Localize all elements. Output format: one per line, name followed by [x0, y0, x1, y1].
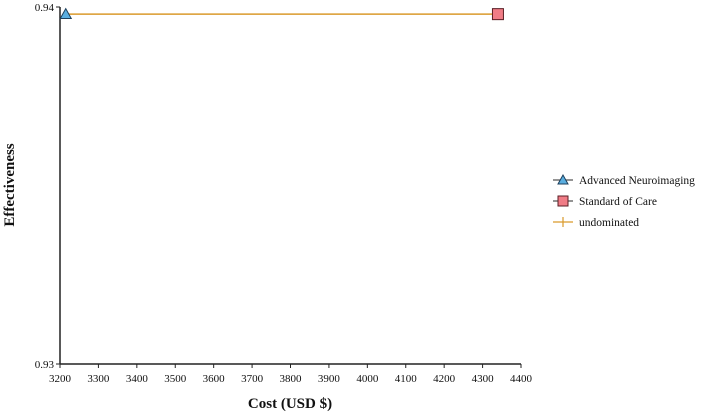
x-tick-label: 3700	[241, 373, 264, 385]
y-ticks: 0.93 0.94	[35, 2, 60, 371]
advanced-neuroimaging-point	[59, 7, 73, 20]
x-tick-label: 3400	[126, 373, 149, 385]
x-axis-title: Cost (USD $)	[248, 396, 332, 412]
x-ticks: 3200 3300 3400 3500 3600 3700 3800 3900 4000 4100…	[49, 364, 533, 385]
x-tick-label: 3800	[280, 373, 303, 385]
x-tick-label: 4300	[472, 373, 495, 385]
legend-label: Advanced Neuroimaging	[579, 175, 695, 187]
legend-marker-square	[557, 195, 569, 207]
legend-label: Standard of Care	[579, 196, 657, 208]
standard-of-care-point	[491, 8, 504, 21]
x-tick-label: 4400	[510, 373, 533, 385]
x-tick-label: 4200	[433, 373, 456, 385]
legend-label: undominated	[579, 217, 639, 229]
x-tick-label: 3600	[203, 373, 226, 385]
x-tick-label: 3200	[49, 373, 72, 385]
legend-marker-triangle	[557, 173, 569, 185]
x-tick-label: 3500	[164, 373, 187, 385]
y-tick-label: 0.94	[35, 2, 55, 14]
x-tick-label: 4000	[356, 373, 379, 385]
y-tick-label: 0.93	[35, 359, 55, 371]
axes	[59, 7, 521, 365]
x-tick-label: 4100	[395, 373, 418, 385]
legend: Advanced Neuroimaging Standard of Care und…	[553, 173, 695, 229]
x-tick-label: 3900	[318, 373, 341, 385]
x-tick-label: 3300	[87, 373, 110, 385]
plot-area	[59, 7, 504, 21]
y-axis-title: Effectiveness	[2, 143, 18, 226]
